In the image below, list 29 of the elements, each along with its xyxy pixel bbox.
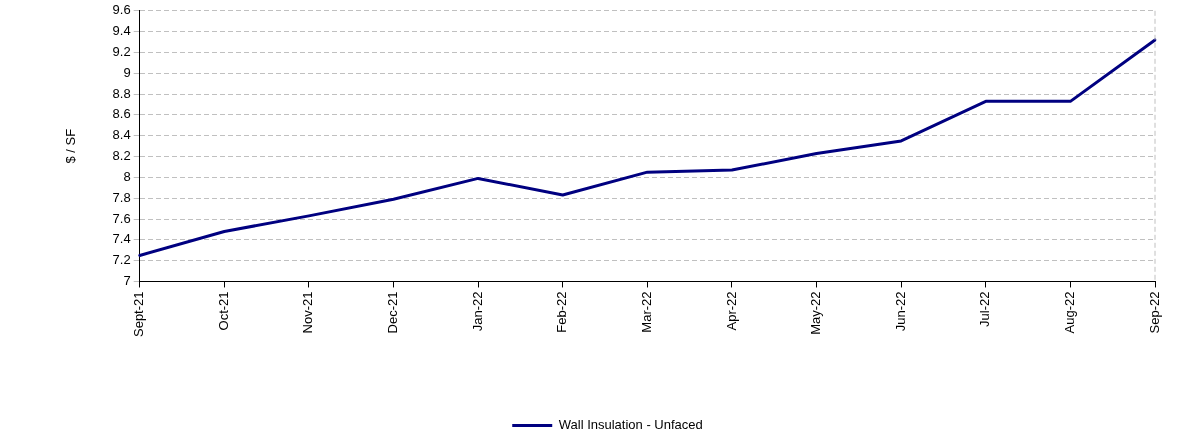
x-tick-label: Sep-22 <box>1146 291 1162 334</box>
x-tick-label: Apr-22 <box>723 291 739 331</box>
x-tick-label: Jul-22 <box>977 291 993 327</box>
y-tick-label: 8 <box>123 168 131 184</box>
y-tick-label: 7.8 <box>112 189 131 205</box>
x-tick-label: Dec-21 <box>385 291 401 334</box>
y-tick-label: 9.6 <box>112 2 131 18</box>
y-tick-label: 9 <box>123 64 131 80</box>
y-tick-label: 8.4 <box>112 127 131 143</box>
y-tick-label: 7 <box>123 273 131 289</box>
y-axis-title: $ / SF <box>63 128 79 164</box>
x-tick-label: May-22 <box>808 291 824 335</box>
legend-label: Wall Insulation - Unfaced <box>558 417 703 433</box>
y-tick-label: 7.4 <box>112 231 131 247</box>
x-tick-label: Sept-21 <box>131 291 147 338</box>
y-tick-label: 9.2 <box>112 44 131 60</box>
x-tick-label: Nov-21 <box>300 291 316 334</box>
y-tick-label: 9.4 <box>112 23 131 39</box>
y-tick-label: 8.6 <box>112 106 131 122</box>
x-tick-label: Feb-22 <box>554 291 570 333</box>
y-tick-label: 8.8 <box>112 85 131 101</box>
x-tick-label: Oct-21 <box>215 291 231 331</box>
x-tick-label: Jan-22 <box>469 291 485 332</box>
y-tick-label: 8.2 <box>112 148 131 164</box>
y-tick-label: 7.2 <box>112 252 131 268</box>
x-tick-label: Mar-22 <box>638 291 654 333</box>
x-tick-label: Jun-22 <box>892 291 908 332</box>
y-tick-label: 7.6 <box>112 210 131 226</box>
x-tick-label: Aug-22 <box>1061 291 1077 334</box>
